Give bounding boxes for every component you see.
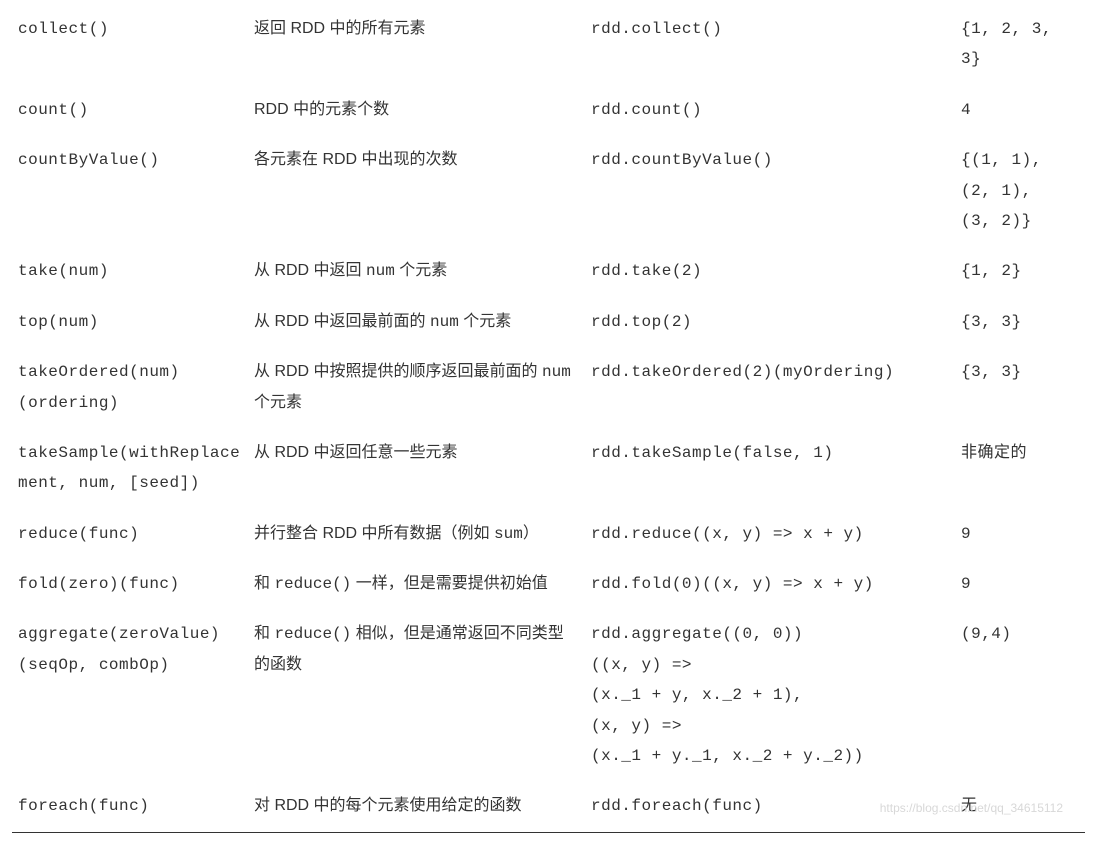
func-cell: aggregate(zeroValue) (seqOp, combOp) (12, 609, 248, 781)
func-cell: take(num) (12, 246, 248, 296)
func-cell: foreach(func) (12, 781, 248, 832)
result-cell: {3, 3} (955, 297, 1085, 347)
desc-cell: 从 RDD 中返回任意一些元素 (248, 428, 585, 509)
table-row: collect()返回 RDD 中的所有元素rdd.collect(){1, 2… (12, 4, 1085, 85)
desc-cell: 和 reduce() 相似，但是通常返回不同类型的函数 (248, 609, 585, 781)
result-cell: 9 (955, 509, 1085, 559)
example-cell: rdd.reduce((x, y) => x + y) (585, 509, 955, 559)
func-cell: countByValue() (12, 135, 248, 246)
func-cell: fold(zero)(func) (12, 559, 248, 609)
example-cell: rdd.take(2) (585, 246, 955, 296)
example-cell: rdd.aggregate((0, 0)) ((x, y) => (x._1 +… (585, 609, 955, 781)
rdd-actions-table: collect()返回 RDD 中的所有元素rdd.collect(){1, 2… (12, 4, 1085, 833)
func-cell: top(num) (12, 297, 248, 347)
example-cell: rdd.top(2) (585, 297, 955, 347)
desc-cell: 从 RDD 中返回 num 个元素 (248, 246, 585, 296)
desc-cell: RDD 中的元素个数 (248, 85, 585, 135)
result-cell: {1, 2, 3, 3} (955, 4, 1085, 85)
example-cell: rdd.count() (585, 85, 955, 135)
result-cell: {3, 3} (955, 347, 1085, 428)
example-cell: rdd.takeSample(false, 1) (585, 428, 955, 509)
desc-cell: 从 RDD 中返回最前面的 num 个元素 (248, 297, 585, 347)
result-cell: (9,4) (955, 609, 1085, 781)
func-cell: count() (12, 85, 248, 135)
result-cell: 9 (955, 559, 1085, 609)
table-row: countByValue()各元素在 RDD 中出现的次数rdd.countBy… (12, 135, 1085, 246)
example-cell: rdd.countByValue() (585, 135, 955, 246)
result-cell: 非确定的 (955, 428, 1085, 509)
func-cell: reduce(func) (12, 509, 248, 559)
example-cell: rdd.collect() (585, 4, 955, 85)
desc-cell: 对 RDD 中的每个元素使用给定的函数 (248, 781, 585, 832)
table-row: count()RDD 中的元素个数rdd.count()4 (12, 85, 1085, 135)
table-row: reduce(func)并行整合 RDD 中所有数据（例如 sum）rdd.re… (12, 509, 1085, 559)
table-row: top(num)从 RDD 中返回最前面的 num 个元素rdd.top(2){… (12, 297, 1085, 347)
result-cell: {1, 2} (955, 246, 1085, 296)
table-row: takeOrdered(num) (ordering)从 RDD 中按照提供的顺… (12, 347, 1085, 428)
desc-cell: 返回 RDD 中的所有元素 (248, 4, 585, 85)
desc-cell: 从 RDD 中按照提供的顺序返回最前面的 num 个元素 (248, 347, 585, 428)
table-row: aggregate(zeroValue) (seqOp, combOp)和 re… (12, 609, 1085, 781)
desc-cell: 各元素在 RDD 中出现的次数 (248, 135, 585, 246)
result-cell: 4 (955, 85, 1085, 135)
func-cell: takeOrdered(num) (ordering) (12, 347, 248, 428)
example-cell: rdd.fold(0)((x, y) => x + y) (585, 559, 955, 609)
result-cell: {(1, 1), (2, 1), (3, 2)} (955, 135, 1085, 246)
func-cell: collect() (12, 4, 248, 85)
table-row: takeSample(withReplacement, num, [seed])… (12, 428, 1085, 509)
watermark-text: https://blog.csdn.net/qq_34615112 (880, 801, 1063, 815)
table-row: take(num)从 RDD 中返回 num 个元素rdd.take(2){1,… (12, 246, 1085, 296)
example-cell: rdd.takeOrdered(2)(myOrdering) (585, 347, 955, 428)
desc-cell: 和 reduce() 一样，但是需要提供初始值 (248, 559, 585, 609)
table-row: fold(zero)(func)和 reduce() 一样，但是需要提供初始值r… (12, 559, 1085, 609)
desc-cell: 并行整合 RDD 中所有数据（例如 sum） (248, 509, 585, 559)
func-cell: takeSample(withReplacement, num, [seed]) (12, 428, 248, 509)
table-wrapper: collect()返回 RDD 中的所有元素rdd.collect(){1, 2… (12, 4, 1085, 833)
